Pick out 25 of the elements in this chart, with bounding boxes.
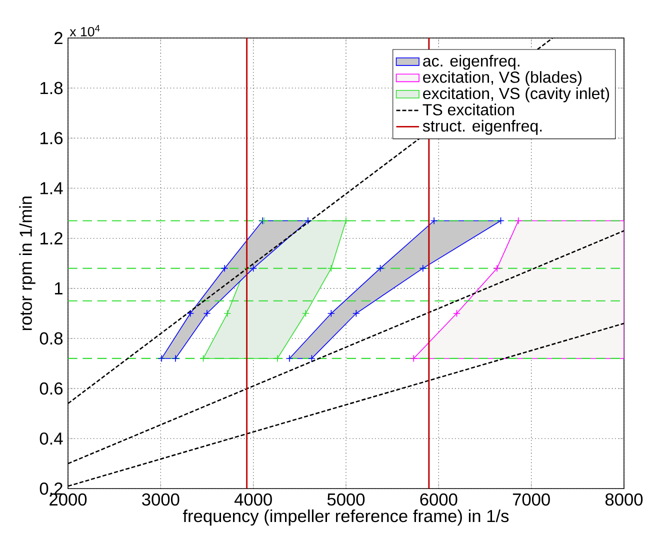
x-tick-label: 7000: [512, 493, 550, 506]
y-tick-label: 1.8: [40, 82, 63, 94]
text: x 10$^{4}$: [70, 25, 100, 36]
y-tick-label: 1.4: [40, 182, 63, 194]
x-tick-label: 5000: [327, 493, 365, 506]
y-tick-label: 1.6: [40, 132, 63, 144]
y-axis-title: rotor rpm in 1/min: [19, 196, 36, 330]
y-tick-label: 0.2: [40, 482, 62, 495]
legend-label: excitation, VS (blades): [423, 71, 582, 86]
x-tick-label: 8000: [605, 493, 643, 506]
y-tick-label: 0.6: [40, 382, 63, 395]
x-tick-label: 4000: [234, 493, 272, 506]
x-axis-title: frequency (impeller reference frame) in 1/s: [182, 509, 509, 526]
legend-label: TS excitation: [422, 104, 514, 116]
legend-label: struct. eigenfreq.: [422, 120, 542, 135]
y-tick-label: 0.4: [40, 432, 63, 445]
legend-label: excitation, VS (cavity inlet): [423, 87, 610, 102]
y-tick-label: 1.2: [40, 232, 62, 244]
y-tick-label: 0.8: [40, 332, 63, 345]
x-tick-label: 6000: [420, 493, 458, 506]
x-tick-label: 3000: [142, 493, 180, 506]
y-tick-label: 2: [54, 32, 62, 44]
legend-label: ac. eigenfreq.: [423, 54, 520, 70]
y-tick-label: 1: [54, 282, 62, 294]
x-tick-label: 2000: [50, 493, 87, 506]
